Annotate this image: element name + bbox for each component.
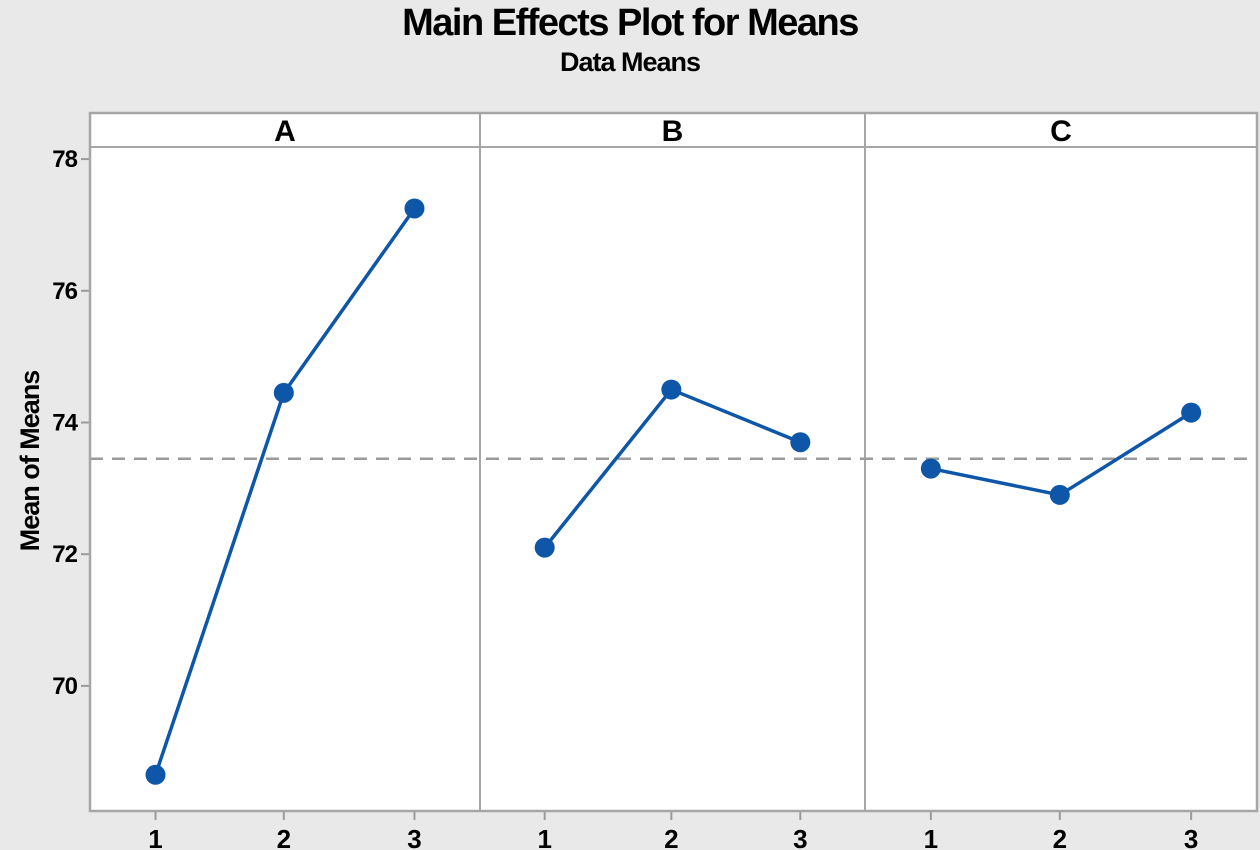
data-point — [661, 379, 682, 400]
chart-subtitle: Data Means — [559, 47, 701, 77]
x-tick-label: 1 — [537, 824, 551, 850]
data-point — [920, 458, 941, 479]
y-tick-label: 78 — [52, 146, 77, 173]
x-tick-label: 2 — [664, 824, 678, 850]
panel-label-A: A — [274, 115, 296, 148]
data-point — [534, 537, 555, 558]
y-tick-label: 72 — [52, 541, 77, 568]
y-tick-label: 74 — [52, 409, 78, 436]
x-tick-label: 2 — [1053, 824, 1067, 850]
x-tick-label: 2 — [277, 824, 291, 850]
data-point — [145, 764, 166, 785]
panel-label-B: B — [662, 115, 684, 148]
data-point — [404, 198, 425, 219]
data-point — [1049, 484, 1070, 505]
data-point — [273, 382, 294, 403]
data-point — [790, 432, 811, 453]
plot-background — [90, 113, 1257, 811]
x-tick-label: 3 — [793, 824, 807, 850]
y-tick-label: 76 — [52, 278, 77, 305]
y-axis-title: Mean of Means — [15, 370, 45, 552]
x-tick-label: 3 — [407, 824, 421, 850]
x-tick-label: 3 — [1184, 824, 1198, 850]
x-tick-label: 1 — [924, 824, 938, 850]
x-tick-label: 1 — [148, 824, 162, 850]
plot-frame — [88, 111, 1259, 813]
chart-title: Main Effects Plot for Means — [402, 2, 859, 44]
y-tick-label: 70 — [52, 673, 77, 700]
panel-label-C: C — [1050, 115, 1072, 148]
data-point — [1181, 402, 1202, 423]
